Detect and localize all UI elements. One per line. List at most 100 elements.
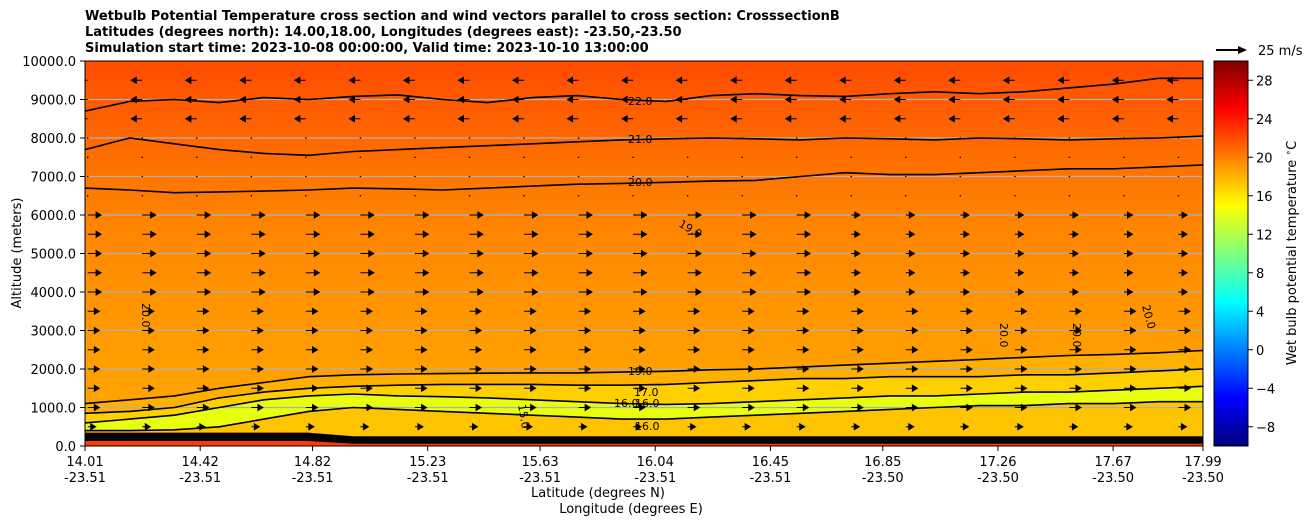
wind-vector [87,249,103,258]
wind-vector [524,326,537,335]
quiver-key-arrowhead [1238,46,1247,54]
wind-vector [730,114,743,123]
wind-vector [1123,211,1134,219]
wind-vector [414,422,424,431]
wind-vector [784,76,797,85]
wind-vector [85,99,88,100]
wind-vector [469,211,484,219]
wind-vector [1123,230,1134,239]
wind-vector [1014,211,1025,219]
wind-vector [1178,288,1189,296]
wind-vector [577,194,580,197]
wind-vector [196,307,210,316]
wind-vector [742,230,757,239]
wind-vector [1166,114,1179,123]
wind-vector [250,137,253,139]
colorbar-tick-label-5: 12 [1256,228,1273,243]
wind-vector [251,288,266,296]
wind-vector [196,211,212,219]
wind-vector [687,230,703,239]
x-tick-label-lon-5: -23.51 [634,471,676,486]
chart-title-line-2: Latitudes (degrees north): 14.00,18.00, … [85,25,682,40]
wind-vector [196,137,198,139]
wind-vector [1057,95,1070,104]
surface-contour-5 [85,432,1203,438]
colorbar-tick-label-7: 20 [1256,151,1273,166]
wind-vector [469,268,484,277]
wind-vector [905,384,919,393]
wind-vector [796,403,810,412]
wind-vector [305,422,315,431]
wind-vector [577,137,580,139]
wind-vector [1014,345,1028,354]
wind-vector [87,365,101,373]
wind-vector [86,194,89,197]
wind-vector [524,422,533,431]
wind-vector [130,114,143,123]
wind-vector [414,365,428,373]
surface-contour-2 [85,436,1203,442]
wind-vector [360,422,370,431]
contour-line-21 [85,135,1203,157]
wind-vector [360,345,373,354]
wind-vector [796,230,812,239]
plot-area [85,61,1203,446]
contour-label-16c: 16.0 [635,420,660,433]
wind-vector [905,365,919,373]
wind-vector [960,422,970,431]
wind-vector [469,365,483,373]
colorbar-tick-label-2: 0 [1256,344,1264,359]
wind-vector [905,268,916,277]
wind-vector [742,326,755,335]
wind-vector [960,307,973,316]
wind-vector [360,365,373,373]
wind-vector [239,114,252,123]
wind-vector [633,288,648,296]
x-tick-label-lon-9: -23.50 [1092,471,1134,486]
wind-vector [578,249,593,258]
wind-vector [1014,326,1028,335]
wind-vector [784,114,797,123]
wind-vector [566,114,579,123]
wind-vector [142,307,155,316]
wind-vector [196,175,198,178]
wind-vector [524,345,537,354]
wind-vector [359,175,362,178]
wind-vector [469,403,483,412]
wind-vector [87,345,101,354]
wind-vector [795,156,798,159]
y-axis: 0.0 1000.0 2000.0 3000.0 4000.0 5000.0 6000.0 7… [22,55,85,455]
wind-vector [632,137,634,139]
wind-vector [795,137,798,139]
wind-vector [196,230,212,239]
wind-vector [1069,326,1082,335]
wind-vector [305,156,307,159]
wind-vector [87,230,103,239]
wind-vector [305,194,307,197]
wind-vector [1166,95,1179,104]
wind-vector [1014,288,1025,296]
wind-vector [469,345,483,354]
y-tick-label-8: 8000.0 [31,132,77,147]
wind-vector [305,307,319,316]
quiver-key: 25 m/s [1216,44,1303,59]
wind-vector [686,156,689,159]
wind-vector [87,307,101,316]
wind-vector [687,288,703,296]
contour-label-20-b: 20.0 [1070,323,1083,348]
wind-vector [251,249,266,258]
wind-vector [196,249,212,258]
wind-vector [675,76,688,85]
wind-vector [578,326,592,335]
wind-vector [742,211,757,219]
wind-vector [512,76,525,85]
wind-vector [360,326,373,335]
wind-vector [414,326,428,335]
wind-vector [633,422,643,431]
wind-vector [359,137,362,139]
wind-vector [1069,230,1079,239]
wind-vector [469,326,483,335]
colorbar-tick-label-1: −4 [1256,382,1275,397]
wind-vector [851,230,861,239]
